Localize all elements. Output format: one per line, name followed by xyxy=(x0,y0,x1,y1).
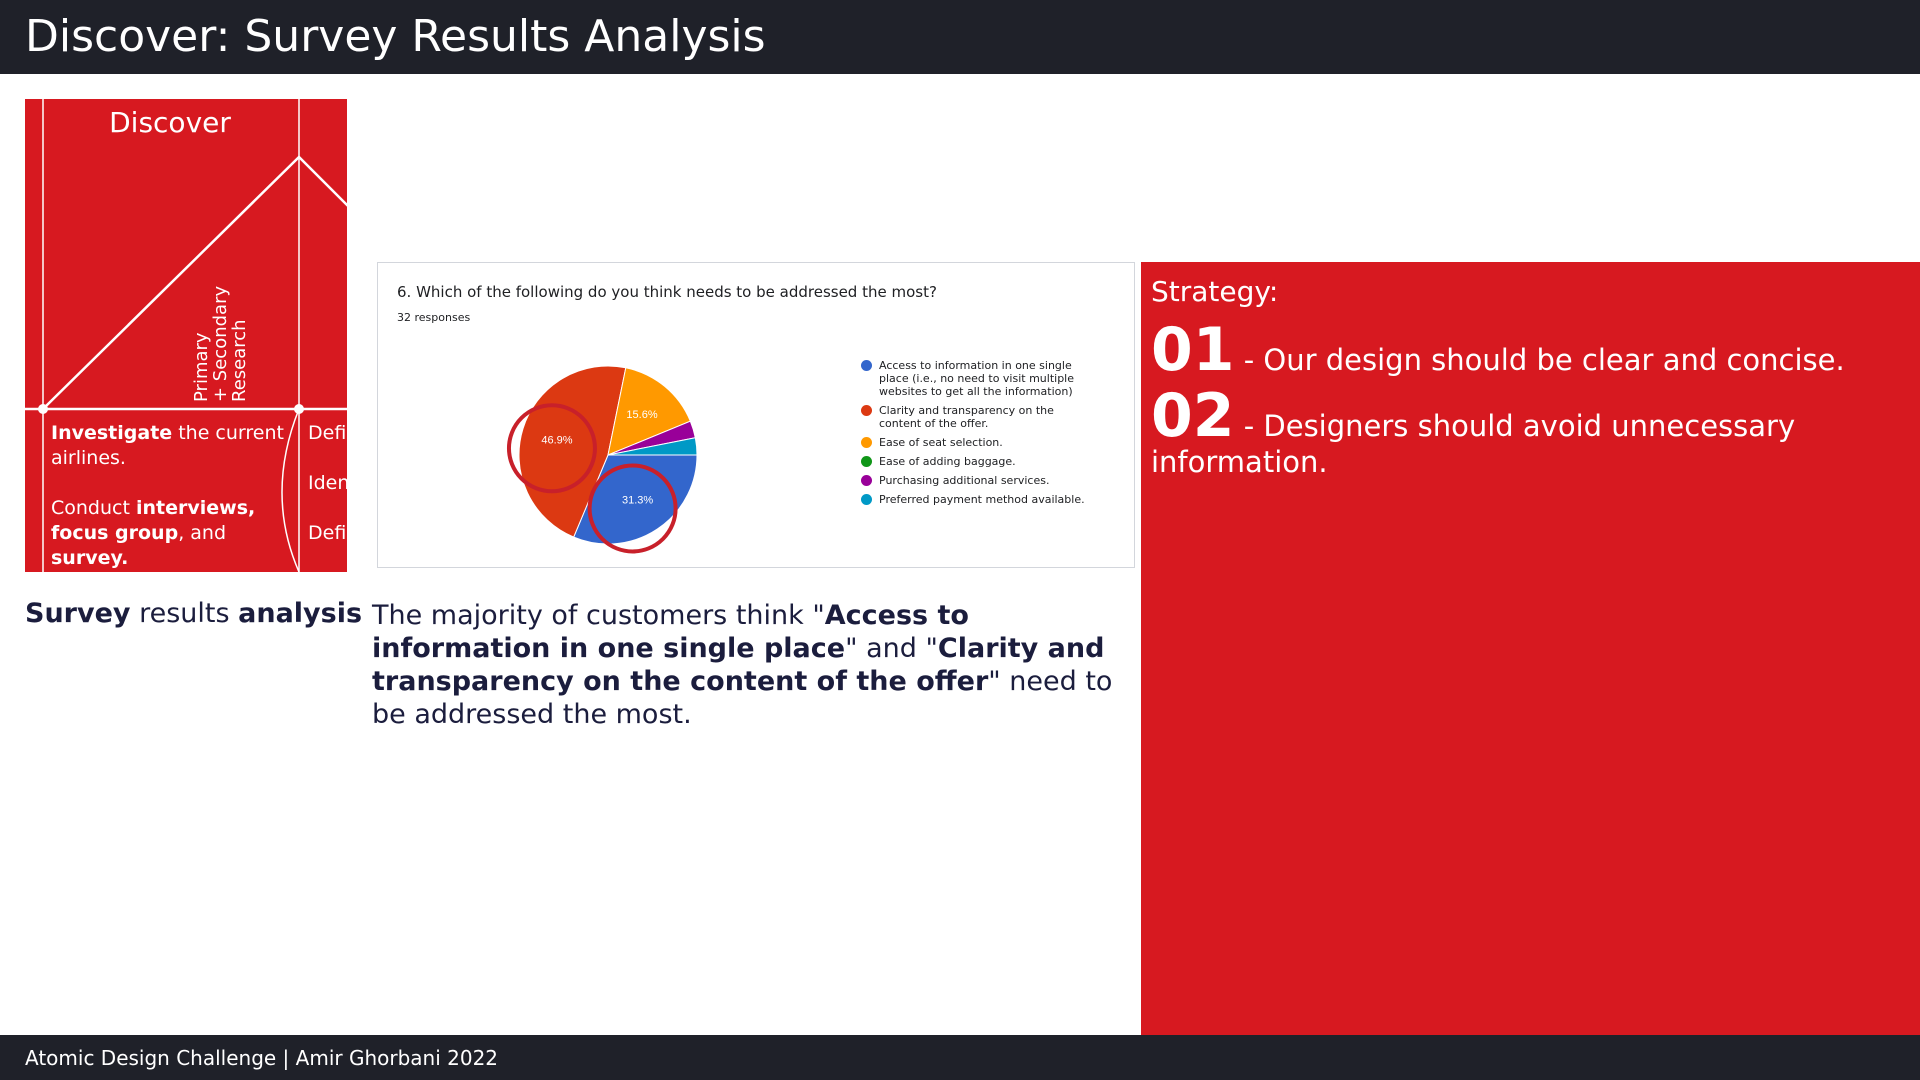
majority-caption: The majority of customers think "Access … xyxy=(372,599,1137,731)
pie-chart: 31.3% 46.9% 15.6% xyxy=(506,365,698,554)
page-title: Discover: Survey Results Analysis xyxy=(25,11,766,62)
legend-dot-1 xyxy=(861,405,872,416)
pie-slice-2 xyxy=(607,367,691,456)
strategy-item-1: 01 - Our design should be clear and conc… xyxy=(1151,320,1891,380)
strategy-panel: Strategy: 01 - Our design should be clea… xyxy=(1141,262,1920,1035)
legend-item-0: Access to information in one single plac… xyxy=(861,359,1091,398)
majority-caption-segment: Access to information in one single plac… xyxy=(372,600,969,664)
strategy-title: Strategy: xyxy=(1151,275,1279,308)
process-diagram: Discover Primary + Secondary Research In… xyxy=(25,99,347,572)
diagram-next-text-3: Defi xyxy=(308,522,347,544)
pie-data-label-1: 46.9% xyxy=(541,434,572,446)
survey-caption-segment: analysis xyxy=(238,598,363,629)
legend-label-1: Clarity and transparency on the content … xyxy=(879,404,1054,430)
legend-label-5: Preferred payment method available. xyxy=(879,493,1085,506)
legend-label-4: Purchasing additional services. xyxy=(879,474,1050,487)
strategy-number-2: 02 xyxy=(1151,381,1235,451)
title-bar: Discover: Survey Results Analysis xyxy=(0,0,1920,74)
legend-item-5: Preferred payment method available. xyxy=(861,493,1091,506)
majority-caption-segment: " need to be addressed the most. xyxy=(372,666,1113,730)
chart-legend: Access to information in one single plac… xyxy=(861,359,1091,512)
diagram-next-text-1: Defi xyxy=(308,422,347,444)
chart-response-count: 32 responses xyxy=(397,311,471,324)
legend-item-3: Ease of adding baggage. xyxy=(861,455,1091,468)
legend-dot-0 xyxy=(861,360,872,371)
survey-chart-card: 6. Which of the following do you think n… xyxy=(377,262,1135,568)
legend-item-2: Ease of seat selection. xyxy=(861,436,1091,449)
pie-data-label-0: 31.3% xyxy=(622,494,653,506)
majority-caption-segment: Clarity and transparency on the content … xyxy=(372,633,1105,697)
diagram-discover-text: Investigate the current airlines. Conduc… xyxy=(51,421,291,571)
survey-caption-segment: results xyxy=(130,598,239,629)
diagram-vertical-label: Primary + Secondary Research xyxy=(191,285,250,402)
highlight-circle-0 xyxy=(506,403,597,494)
pie-slice-1 xyxy=(518,365,627,538)
investigate-segment: the current airlines. xyxy=(51,422,284,469)
majority-caption-segment: " and " xyxy=(845,633,938,664)
legend-item-4: Purchasing additional services. xyxy=(861,474,1091,487)
legend-dot-3 xyxy=(861,456,872,467)
legend-dot-4 xyxy=(861,475,872,486)
conduct-text: Conduct interviews, focus group, and sur… xyxy=(51,496,291,571)
majority-caption-segment: The majority of customers think " xyxy=(372,600,825,631)
survey-caption-segment: Survey xyxy=(25,598,131,629)
pie-data-label-2: 15.6% xyxy=(626,409,657,421)
investigate-segment: Investigate xyxy=(51,422,173,444)
footer-text: Atomic Design Challenge | Amir Ghorbani … xyxy=(25,1046,499,1070)
legend-item-1: Clarity and transparency on the content … xyxy=(861,404,1091,430)
strategy-number-1: 01 xyxy=(1151,315,1235,385)
diagram-next-text-2: Iden xyxy=(308,472,347,494)
strategy-item-2: 02 - Designers should avoid unnecessary … xyxy=(1151,386,1891,479)
legend-label-0: Access to information in one single plac… xyxy=(879,359,1074,398)
legend-dot-2 xyxy=(861,437,872,448)
conduct-segment: survey. xyxy=(51,547,129,569)
footer-bar: Atomic Design Challenge | Amir Ghorbani … xyxy=(0,1035,1920,1080)
conduct-segment: , and xyxy=(178,522,227,544)
legend-label-3: Ease of adding baggage. xyxy=(879,455,1016,468)
pie-slice-5 xyxy=(607,437,698,456)
diagram-title: Discover xyxy=(109,106,231,139)
diagram-lines xyxy=(25,99,347,572)
survey-caption: Survey results analysis xyxy=(25,597,362,631)
conduct-segment: Conduct xyxy=(51,497,136,519)
highlight-circle-1 xyxy=(587,463,678,554)
conduct-segment: interviews, xyxy=(135,497,256,519)
investigate-text: Investigate the current airlines. xyxy=(51,421,291,471)
strategy-text-1: - Our design should be clear and concise… xyxy=(1234,343,1845,377)
strategy-text-2: - Designers should avoid unnecessary inf… xyxy=(1151,409,1796,479)
conduct-segment: focus group xyxy=(51,522,179,544)
chart-question: 6. Which of the following do you think n… xyxy=(397,283,937,301)
legend-dot-5 xyxy=(861,494,872,505)
legend-label-2: Ease of seat selection. xyxy=(879,436,1003,449)
